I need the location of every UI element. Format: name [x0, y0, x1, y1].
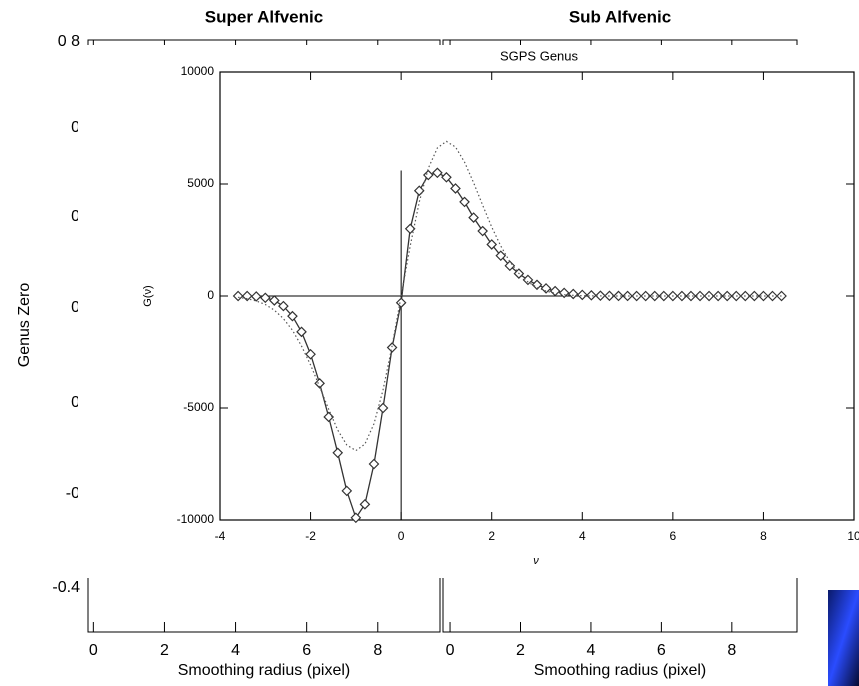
- diamond-marker: [441, 171, 452, 183]
- diamond-marker: [721, 290, 733, 302]
- diamond-marker: [504, 260, 516, 272]
- x-axis-label: ν: [533, 555, 539, 567]
- y-tick-label: 10000: [181, 64, 215, 78]
- overlay-background: [78, 45, 859, 578]
- y-tick-label: 0: [71, 299, 80, 316]
- diamond-marker: [259, 292, 271, 304]
- y-tick-label: -0: [66, 485, 80, 502]
- y-tick-label: -0.4: [52, 579, 80, 596]
- diamond-marker: [305, 348, 316, 360]
- diamond-marker: [540, 283, 552, 294]
- diamond-marker: [640, 290, 652, 302]
- y-axis-label: G(ν): [142, 285, 154, 306]
- diamond-marker: [758, 290, 769, 302]
- diamond-marker: [359, 498, 371, 510]
- x-tick-label: 6: [670, 529, 677, 543]
- diamond-marker: [250, 291, 262, 302]
- diamond-marker: [694, 290, 706, 302]
- diamond-marker: [585, 289, 597, 301]
- y-tick-label: 0: [71, 119, 80, 136]
- x-axis-label: Smoothing radius (pixel): [178, 662, 351, 679]
- diamond-marker: [450, 183, 461, 194]
- y-tick-label: 0 8: [58, 33, 80, 50]
- x-tick-label: 4: [579, 529, 586, 543]
- x-tick-label: 0: [446, 642, 455, 659]
- diamond-marker: [776, 290, 787, 302]
- diamond-marker: [567, 288, 579, 300]
- x-axis-label: Smoothing radius (pixel): [534, 662, 707, 679]
- x-tick-label: 8: [760, 529, 767, 543]
- diamond-marker: [404, 223, 416, 235]
- x-tick-label: 2: [516, 642, 525, 659]
- diamond-marker: [377, 402, 389, 414]
- diamond-marker: [495, 250, 507, 262]
- diamond-marker: [278, 300, 289, 312]
- y-tick-label: 0: [71, 394, 80, 411]
- diamond-marker: [350, 512, 362, 524]
- diamond-marker: [422, 169, 434, 181]
- diamond-marker: [368, 458, 380, 470]
- diamond-marker: [685, 290, 697, 302]
- x-tick-label: 2: [160, 642, 169, 659]
- diamond-marker: [341, 485, 353, 497]
- x-tick-label: 4: [586, 642, 595, 659]
- x-tick-label: -2: [305, 529, 316, 543]
- y-tick-label: -10000: [177, 512, 215, 526]
- x-tick-label: 6: [302, 642, 311, 659]
- y-tick-label: -5000: [183, 400, 214, 414]
- diamond-marker: [477, 225, 489, 237]
- diamond-marker: [332, 447, 344, 459]
- diamond-marker: [395, 297, 407, 309]
- diamond-marker: [613, 290, 624, 302]
- diamond-marker: [241, 290, 253, 302]
- diamond-marker: [459, 196, 470, 208]
- diamond-marker: [531, 279, 543, 291]
- series-line: [238, 140, 782, 452]
- diamond-marker: [486, 239, 498, 250]
- x-tick-label: -4: [215, 529, 226, 543]
- diamond-marker: [386, 342, 398, 353]
- x-tick-label: 0: [89, 642, 98, 659]
- diamond-marker: [296, 326, 307, 338]
- panel-title: Super Alfvenic: [205, 7, 323, 26]
- diamond-marker: [268, 295, 280, 306]
- diamond-marker: [658, 290, 670, 302]
- diamond-marker: [712, 290, 724, 302]
- diamond-marker: [576, 289, 588, 301]
- diamond-marker: [468, 212, 479, 223]
- chart-title: SGPS Genus: [500, 48, 579, 63]
- diamond-marker: [558, 287, 570, 299]
- x-tick-label: 2: [488, 529, 495, 543]
- y-tick-label: 0: [207, 288, 214, 302]
- x-tick-label: 8: [373, 642, 382, 659]
- diamond-marker: [649, 290, 661, 302]
- x-tick-label: 4: [231, 642, 240, 659]
- diamond-marker: [314, 378, 325, 389]
- diamond-marker: [432, 167, 443, 179]
- inset-image: [828, 590, 859, 686]
- x-tick-label: 8: [727, 642, 736, 659]
- y-axis-label: Genus Zero: [16, 283, 33, 368]
- diamond-marker: [749, 290, 760, 302]
- y-tick-label: 5000: [187, 176, 214, 190]
- diamond-marker: [676, 290, 688, 302]
- y-tick-label: 0: [71, 208, 80, 225]
- x-tick-label: 10: [847, 529, 859, 543]
- diamond-marker: [287, 310, 298, 322]
- diamond-marker: [622, 290, 633, 302]
- x-tick-label: 6: [657, 642, 666, 659]
- panel-title: Sub Alfvenic: [569, 7, 671, 26]
- x-tick-label: 0: [398, 529, 405, 543]
- diamond-marker: [323, 411, 335, 423]
- diamond-marker: [232, 290, 244, 302]
